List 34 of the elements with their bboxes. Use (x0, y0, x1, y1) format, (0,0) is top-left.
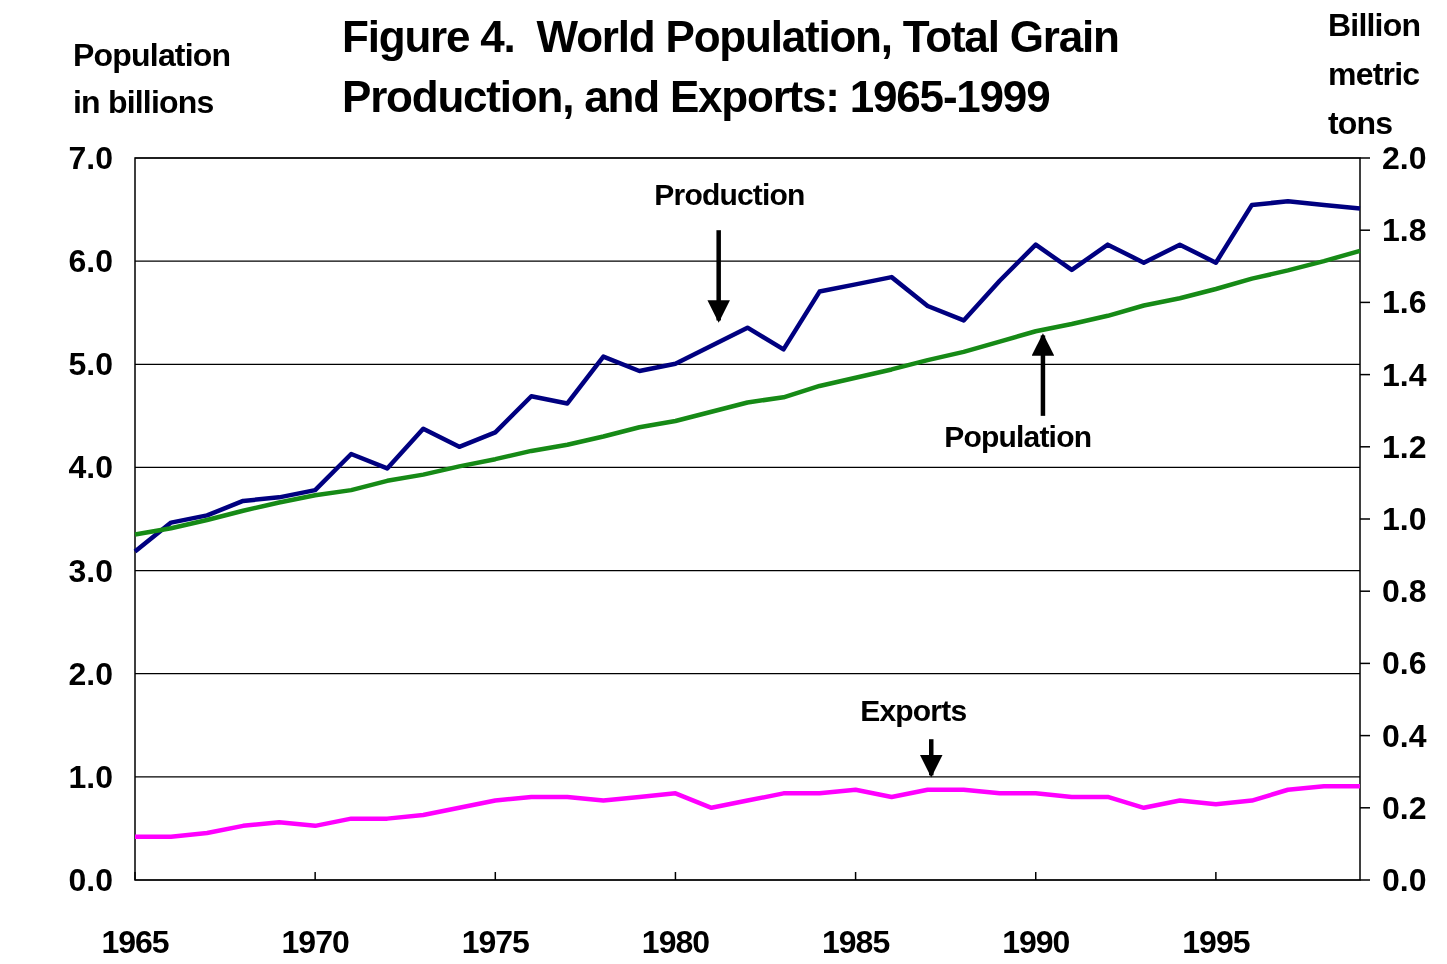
y-tick-label: 5.0 (68, 346, 113, 383)
line-series (132, 783, 1363, 839)
chart-title: Figure 4. World Population, Total Grain Production, and Exports: 1965-1999 (342, 12, 1119, 121)
y2-tick-label: 1.6 (1382, 284, 1427, 321)
y2-tick-label: 1.8 (1382, 212, 1427, 249)
y-tick-label: 2.0 (68, 655, 113, 692)
y-tick-label: 4.0 (68, 449, 113, 486)
y2-tick-label: 2.0 (1382, 140, 1427, 176)
y2-axis-title: Billion metric tons (1328, 7, 1421, 141)
x-tick-label: 1970 (281, 924, 349, 960)
y2-tick-label: 1.2 (1382, 428, 1427, 465)
line-series (132, 248, 1363, 537)
x-tick-label: 1980 (641, 924, 710, 960)
y-axis-title: Population in billions (73, 37, 231, 120)
x-tick-label: 1965 (101, 924, 169, 960)
text: Production (654, 177, 805, 211)
y-tick-label: 0.0 (68, 862, 113, 898)
y-tick-label: 3.0 (68, 552, 113, 589)
y-tick-label: 1.0 (68, 758, 113, 795)
x-tick-label: 1990 (1002, 924, 1070, 960)
y2-tick-label: 0.8 (1382, 573, 1427, 610)
y2-tick-label: 0.0 (1382, 862, 1427, 898)
x-tick-label: 1995 (1182, 924, 1250, 960)
y2-tick-label: 1.0 (1382, 501, 1427, 537)
y2-tick-label: 0.4 (1382, 717, 1427, 754)
text: Population (944, 419, 1092, 453)
x-tick-label: 1985 (821, 924, 890, 960)
y2-tick-label: 1.4 (1382, 356, 1427, 393)
x-tick-label: 1975 (461, 924, 530, 960)
text: Exports (860, 694, 967, 728)
y2-tick-label: 0.6 (1382, 645, 1427, 682)
y2-tick-label: 0.2 (1382, 789, 1427, 826)
y-tick-label: 6.0 (68, 243, 113, 280)
y-tick-label: 7.0 (68, 140, 113, 176)
